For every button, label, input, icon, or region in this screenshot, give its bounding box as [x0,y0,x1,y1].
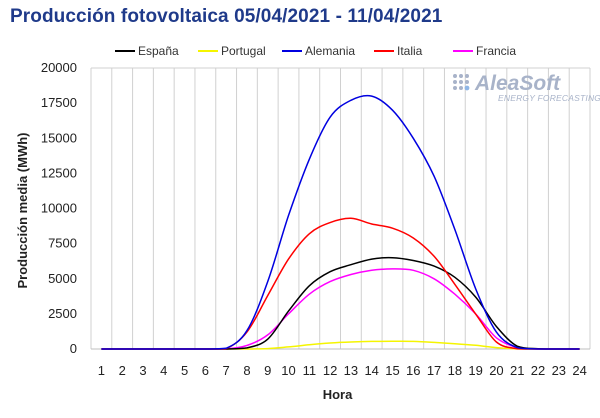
logo-dot [459,86,463,90]
x-tick-label: 5 [181,363,188,378]
logo-name: AleaSoft [474,72,561,95]
x-tick-label: 1 [98,363,105,378]
logo-dot [453,80,457,84]
x-tick-label: 11 [303,363,317,378]
chart-title: Producción fotovoltaica 05/04/2021 - 11/… [10,6,443,27]
x-tick-label: 8 [243,363,250,378]
x-tick-label: 20 [489,363,503,378]
y-tick-label: 0 [70,341,77,356]
logo-dot [459,80,463,84]
x-tick-label: 13 [344,363,358,378]
series-line-alemania [101,94,580,350]
x-tick-label: 24 [572,363,586,378]
x-tick-label: 18 [448,363,462,378]
y-tick-label: 20000 [41,60,77,75]
legend-label-italia: Italia [397,44,423,58]
x-tick-label: 22 [531,363,545,378]
x-tick-label: 3 [139,363,146,378]
x-tick-label: 19 [468,363,482,378]
y-tick-label: 15000 [41,130,77,145]
logo-dot [453,86,457,90]
legend-label-portugal: Portugal [221,44,266,58]
x-tick-label: 12 [323,363,337,378]
x-tick-label: 4 [160,363,167,378]
x-tick-label: 14 [364,363,378,378]
x-tick-label: 2 [119,363,126,378]
logo-dot [453,74,457,78]
logo-dot [465,80,469,84]
logo-dot [465,74,469,78]
x-tick-label: 9 [264,363,271,378]
legend-label-espana: España [138,44,179,58]
x-tick-label: 17 [427,363,441,378]
legend-label-alemania: Alemania [305,44,355,58]
y-tick-label: 10000 [41,201,77,216]
y-tick-label: 2500 [48,306,77,321]
legend-label-francia: Francia [476,44,516,58]
y-tick-label: 17500 [41,95,77,110]
x-tick-label: 7 [223,363,230,378]
x-tick-label: 16 [406,363,420,378]
y-axis-title: Producción media (MWh) [15,133,30,289]
x-tick-label: 15 [385,363,399,378]
x-tick-label: 23 [552,363,566,378]
x-axis-title: Hora [323,387,353,402]
y-tick-label: 5000 [48,271,77,286]
y-tick-label: 7500 [48,236,77,251]
logo-dot [459,74,463,78]
x-tick-label: 21 [510,363,524,378]
y-tick-label: 12500 [41,165,77,180]
logo-dot [464,85,470,91]
x-tick-label: 10 [281,363,295,378]
x-tick-label: 6 [202,363,209,378]
logo-tagline: ENERGY FORECASTING [498,93,600,103]
